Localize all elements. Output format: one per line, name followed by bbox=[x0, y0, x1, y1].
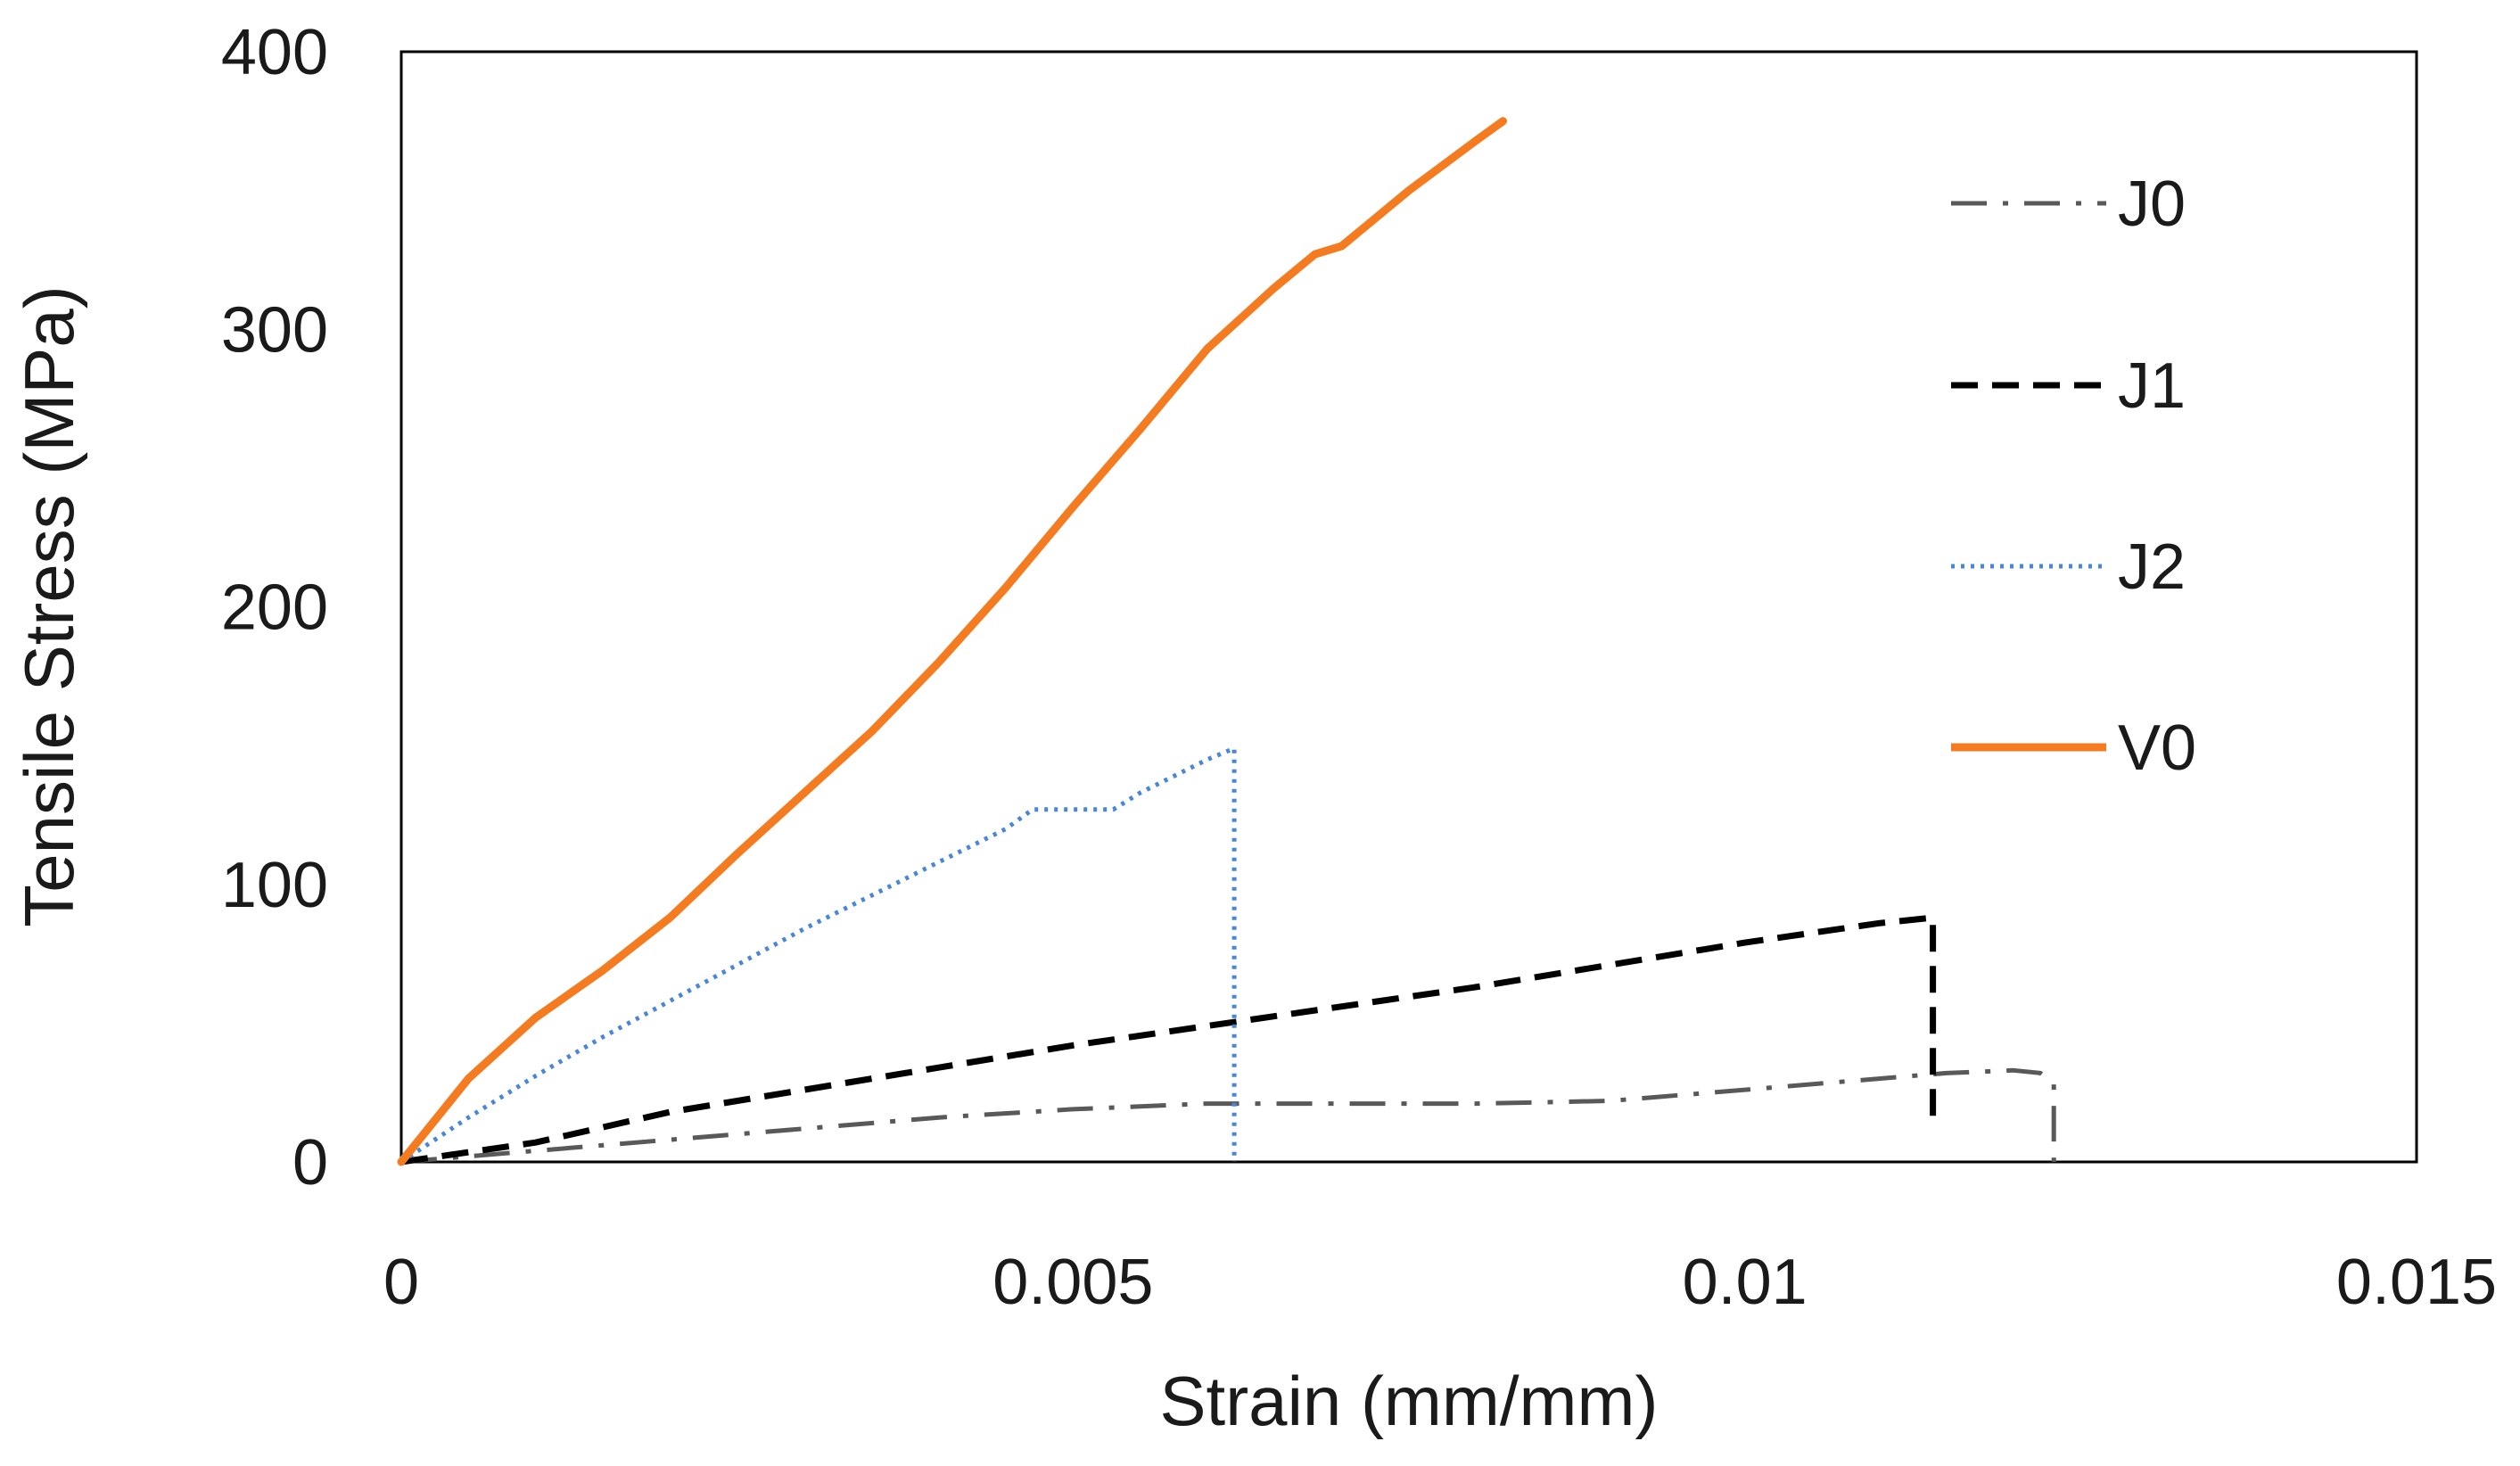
y-tick-label: 300 bbox=[221, 294, 328, 366]
series-line-v0 bbox=[397, 117, 1507, 1166]
legend-label-j2: J2 bbox=[2118, 531, 2186, 603]
y-tick-label: 200 bbox=[221, 572, 328, 644]
x-tick-labels: 0 0.005 0.01 0.015 bbox=[383, 1247, 2497, 1318]
y-axis-title: Tensile Stress (MPa) bbox=[10, 285, 88, 927]
x-tick-label: 0 bbox=[383, 1247, 419, 1318]
series-layer bbox=[397, 117, 2056, 1166]
x-axis-title: Strain (mm/mm) bbox=[1160, 1362, 1659, 1440]
legend-label-v0: V0 bbox=[2118, 712, 2196, 784]
x-tick-label: 0.005 bbox=[992, 1247, 1153, 1318]
y-tick-label: 100 bbox=[221, 850, 328, 921]
x-tick-label: 0.01 bbox=[1683, 1247, 1808, 1318]
y-tick-label: 400 bbox=[221, 17, 328, 88]
y-tick-label: 0 bbox=[292, 1127, 328, 1198]
legend-label-j1: J1 bbox=[2118, 350, 2186, 422]
x-tick-label: 0.015 bbox=[2336, 1247, 2497, 1318]
plot-area bbox=[399, 50, 2418, 1164]
legend-label-j0: J0 bbox=[2118, 169, 2186, 240]
series-line-j0 bbox=[400, 1067, 2056, 1165]
series-line-j1 bbox=[400, 914, 1937, 1165]
legend: J0 J1 J2 V0 bbox=[1951, 169, 2196, 784]
y-tick-labels: 0 100 200 300 400 bbox=[221, 17, 328, 1198]
